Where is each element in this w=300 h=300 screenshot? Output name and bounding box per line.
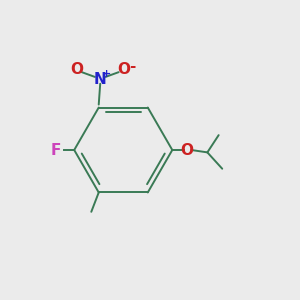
Text: O: O: [117, 62, 130, 77]
Text: O: O: [70, 62, 83, 77]
Text: O: O: [181, 142, 194, 158]
Text: -: -: [129, 59, 136, 74]
Text: F: F: [50, 142, 61, 158]
Text: +: +: [102, 69, 111, 79]
Text: N: N: [94, 72, 106, 87]
